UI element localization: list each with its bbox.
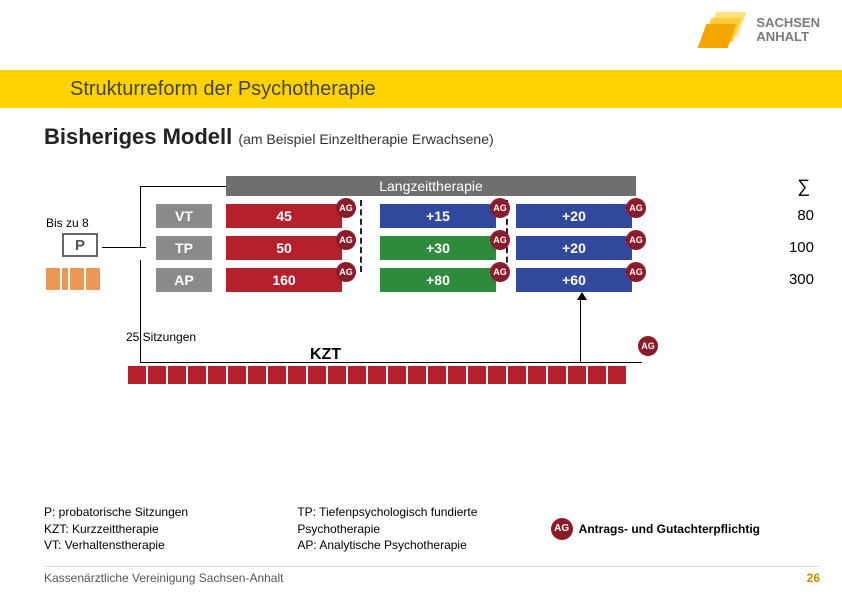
arrowhead-icon: [577, 292, 587, 300]
legend-col1: P: probatorische SitzungenKZT: Kurzzeitt…: [44, 504, 297, 553]
kzt-strip: [128, 366, 626, 384]
brand-text: SACHSEN ANHALT: [756, 16, 820, 43]
ag-badge: AG: [626, 230, 646, 250]
sum-ap: 300: [789, 271, 814, 288]
ag-badge-legend: AG: [551, 518, 573, 540]
subtitle-main: Bisheriges Modell: [44, 124, 232, 149]
row-tp: TP 50 +30 +20 AG AG AG 100: [40, 236, 800, 264]
legend-ag-text: Antrags- und Gutachterpflichtig: [579, 521, 760, 537]
ag-badge: AG: [490, 230, 510, 250]
page-number: 26: [807, 571, 820, 585]
tp-block1: 50: [226, 236, 342, 260]
footer: Kassenärztliche Vereinigung Sachsen-Anha…: [44, 566, 820, 585]
connector-line: [140, 260, 141, 362]
ag-badge: AG: [490, 198, 510, 218]
diagram: Langzeittherapie ∑ Bis zu 8 P VT 45 +15 …: [40, 176, 800, 436]
subtitle-note: (am Beispiel Einzeltherapie Erwachsene): [238, 131, 493, 147]
legend-col2: TP: Tiefenpsychologisch fundiertePsychot…: [297, 504, 550, 553]
tag-tp: TP: [156, 236, 212, 260]
tag-ap: AP: [156, 268, 212, 292]
legend-col3: AG Antrags- und Gutachterpflichtig: [551, 504, 804, 553]
connector-line: [140, 362, 642, 363]
brand-line1: SACHSEN: [756, 16, 820, 30]
row-ap: AP 160 +80 +60 AG AG AG 300: [40, 268, 800, 296]
tp-block3: +20: [516, 236, 632, 260]
connector-line: [580, 296, 581, 362]
lzt-header: Langzeittherapie: [226, 176, 636, 196]
row-vt: VT 45 +15 +20 AG AG AG 80: [40, 204, 800, 232]
ag-badge: AG: [638, 336, 658, 356]
tag-vt: VT: [156, 204, 212, 228]
ag-badge: AG: [336, 230, 356, 250]
vt-block3: +20: [516, 204, 632, 228]
sum-tp: 100: [789, 239, 814, 256]
title-band: Strukturreform der Psychotherapie: [0, 70, 842, 108]
sitzungen-label: 25 Sitzungen: [126, 330, 196, 344]
legend: P: probatorische SitzungenKZT: Kurzzeitt…: [44, 504, 804, 553]
subtitle: Bisheriges Modell (am Beispiel Einzelthe…: [44, 124, 798, 150]
vt-block2: +15: [380, 204, 496, 228]
brand-line2: ANHALT: [756, 30, 820, 44]
tp-block2: +30: [380, 236, 496, 260]
kzt-label: KZT: [310, 346, 341, 364]
header-bar: SACHSEN ANHALT: [0, 0, 842, 70]
ap-block2: +80: [380, 268, 496, 292]
ag-badge: AG: [336, 262, 356, 282]
page-title: Strukturreform der Psychotherapie: [70, 78, 376, 101]
ag-badge: AG: [336, 198, 356, 218]
ag-badge: AG: [490, 262, 510, 282]
vt-block1: 45: [226, 204, 342, 228]
ag-badge: AG: [626, 262, 646, 282]
sum-vt: 80: [797, 207, 814, 224]
ap-block1: 160: [226, 268, 342, 292]
ap-block3: +60: [516, 268, 632, 292]
logo-mark-icon: [702, 12, 746, 48]
connector-line: [140, 186, 226, 187]
ag-badge: AG: [626, 198, 646, 218]
sigma-label: ∑: [797, 176, 810, 197]
footer-org: Kassenärztliche Vereinigung Sachsen-Anha…: [44, 571, 283, 585]
brand-logo: SACHSEN ANHALT: [702, 12, 820, 48]
